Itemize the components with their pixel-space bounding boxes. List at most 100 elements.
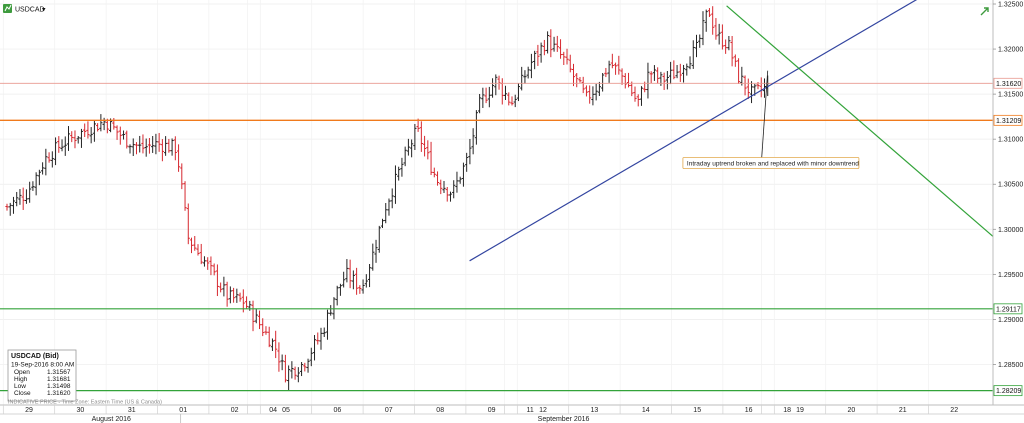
ohlc-bar-22 <box>76 136 80 144</box>
ohlc-bar-121 <box>397 166 401 181</box>
ohlc-bar-123 <box>403 146 407 167</box>
info-title: USDCAD (Bid) <box>11 353 59 360</box>
ohlc-bar-86 <box>283 354 287 383</box>
ohlc-bar-57 <box>189 237 194 254</box>
ohlc-bar-38 <box>128 144 132 154</box>
ohlc-bar-102 <box>335 285 339 306</box>
ohlc-bar-109 <box>358 285 362 294</box>
y-tick-label-5: 1.30000 <box>998 227 1023 234</box>
expand-arrow-icon[interactable] <box>980 7 989 16</box>
ohlc-bar-116 <box>380 218 385 229</box>
ohlc-bar-152 <box>497 75 501 90</box>
ohlc-bar-14 <box>50 151 54 168</box>
x-tick-label-3: 01 <box>179 407 187 414</box>
ohlc-bar-49 <box>164 136 168 156</box>
month-label-1: September 2016 <box>538 416 590 423</box>
ohlc-bar-7 <box>28 181 32 203</box>
ohlc-bar-97 <box>319 327 323 350</box>
ohlc-bar-28 <box>96 123 100 132</box>
ohlc-bar-72 <box>238 292 242 302</box>
ohlc-bar-107 <box>351 270 355 290</box>
x-tick-label-13: 13 <box>591 407 599 414</box>
ohlc-bar-23 <box>79 128 84 148</box>
ohlc-bar-131 <box>429 141 433 176</box>
symbol-name[interactable]: USDCAD <box>15 7 45 14</box>
ohlc-bar-169 <box>552 36 556 52</box>
ohlc-bar-185 <box>604 67 608 78</box>
info-low-label: Low <box>14 383 26 390</box>
ohlc-bar-27 <box>92 120 97 142</box>
ohlc-bar-148 <box>484 87 488 104</box>
x-tick-label-5: 04 <box>269 407 277 414</box>
ohlc-bar-186 <box>607 60 611 83</box>
ohlc-bar-81 <box>267 326 271 348</box>
ohlc-bar-195 <box>636 94 640 107</box>
x-tick-label-14: 14 <box>642 407 650 414</box>
ohlc-bar-205 <box>669 61 673 85</box>
level-labels: 1.29117 1.28209 1.31209 1.31620 <box>993 77 1023 397</box>
ohlc-bar-40 <box>134 142 139 155</box>
ohlc-bar-70 <box>231 287 236 303</box>
ohlc-bar-34 <box>115 125 119 140</box>
ohlc-bar-112 <box>367 264 372 288</box>
ohlc-bar-90 <box>296 367 300 383</box>
chevron-down-icon[interactable]: ▾ <box>42 7 46 14</box>
ohlc-bar-87 <box>287 365 291 391</box>
ohlc-bar-61 <box>202 256 207 267</box>
ohlc-bar-177 <box>578 77 582 83</box>
y-tick-label-8: 1.28500 <box>998 362 1023 369</box>
annotation: Intraday uptrend broken and replaced wit… <box>682 70 860 169</box>
x-tick-label-6: 05 <box>282 407 290 414</box>
symbol-toolbar[interactable]: USDCAD ▾ <box>3 4 46 14</box>
info-close-label: Close <box>14 390 31 397</box>
ohlc-bar-179 <box>584 85 589 97</box>
ohlc-bar-225 <box>733 54 737 67</box>
ohlc-bar-124 <box>406 138 411 156</box>
price-axis: 1.32500 1.32000 1.31500 1.31000 1.30500 1.300… <box>993 2 1023 414</box>
ohlc-bar-10 <box>37 169 41 186</box>
ohlc-bar-144 <box>471 128 475 155</box>
ohlc-bar-31 <box>105 118 109 134</box>
ohlc-bar-198 <box>646 62 650 99</box>
ohlc-bar-62 <box>206 257 210 270</box>
ohlc-bar-223 <box>727 36 731 51</box>
y-tick-label-7: 1.29000 <box>998 317 1023 324</box>
chart-app-icon-glyph <box>4 4 12 12</box>
ohlc-bar-203 <box>662 72 666 90</box>
ohlc-bar-111 <box>364 274 368 288</box>
ohlc-bar-200 <box>652 65 657 81</box>
ohlc-bar-48 <box>160 139 164 162</box>
ohlc-bar-224 <box>730 35 734 67</box>
ohlc-bar-66 <box>219 282 223 293</box>
x-tick-label-12: 12 <box>539 407 547 414</box>
ohlc-bar-3 <box>15 191 19 207</box>
price-axis-background <box>993 0 1024 405</box>
ohlc-bar-117 <box>384 203 388 224</box>
y-tick-label-3: 1.31000 <box>998 137 1023 144</box>
ohlc-bar-170 <box>555 35 559 52</box>
ohlc-bar-194 <box>633 86 637 102</box>
ohlc-bar-113 <box>371 243 375 271</box>
ohlc-bar-59 <box>196 244 200 256</box>
ohlc-bar-132 <box>432 167 436 178</box>
ohlc-bar-137 <box>448 191 453 202</box>
x-tick-label-19: 20 <box>848 407 856 414</box>
ohlc-bar-214 <box>698 34 702 48</box>
ohlc-bar-51 <box>170 138 174 156</box>
ohlc-bar-17 <box>60 139 64 152</box>
x-tick-label-1: 30 <box>77 407 85 414</box>
y-tick-label-6: 1.29500 <box>998 272 1023 279</box>
time-axis: 29 30 31 01 02 04 05 06 07 08 09 11 12 13 14 15 16 18 19 20… <box>2 405 958 423</box>
resistance-level-0-label-box <box>993 114 1023 126</box>
ohlc-bar-77 <box>254 308 258 324</box>
ohlc-bar-168 <box>549 29 553 58</box>
ohlc-bar-218 <box>711 6 715 35</box>
ohlc-bar-196 <box>639 86 644 106</box>
x-tick-label-9: 08 <box>436 407 444 414</box>
ohlc-bar-68 <box>225 281 229 307</box>
ohlc-bar-96 <box>316 332 320 345</box>
ohlc-bar-104 <box>342 271 346 288</box>
ohlc-bar-192 <box>626 72 631 88</box>
ohlc-bar-217 <box>707 8 712 18</box>
current-price-label: 1.31620 <box>996 81 1021 88</box>
